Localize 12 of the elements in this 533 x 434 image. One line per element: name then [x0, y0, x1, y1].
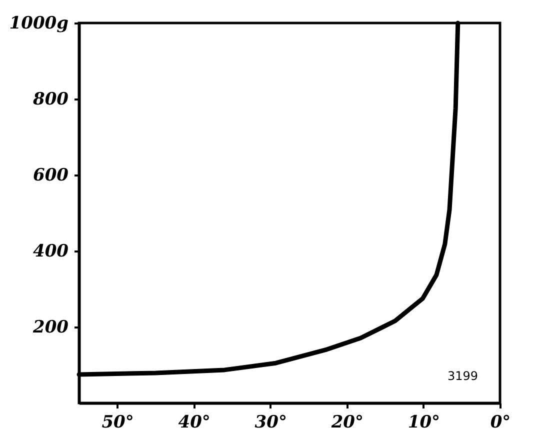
- x-tick-label: 10°: [408, 412, 440, 432]
- y-tick-label: 400: [33, 242, 69, 262]
- x-tick-label: 50°: [102, 412, 134, 432]
- x-tick-label: 40°: [178, 412, 210, 432]
- annotation: 3199: [447, 369, 478, 383]
- x-tick-label: 0°: [490, 412, 511, 432]
- y-tick-label: 800: [33, 90, 69, 110]
- y-tick-label: 200: [32, 318, 69, 338]
- y-tick-label: 1000g: [9, 14, 69, 34]
- x-tick-label: 20°: [330, 412, 364, 432]
- x-tick-label: 30°: [254, 412, 287, 432]
- y-tick-label: 600: [33, 166, 69, 186]
